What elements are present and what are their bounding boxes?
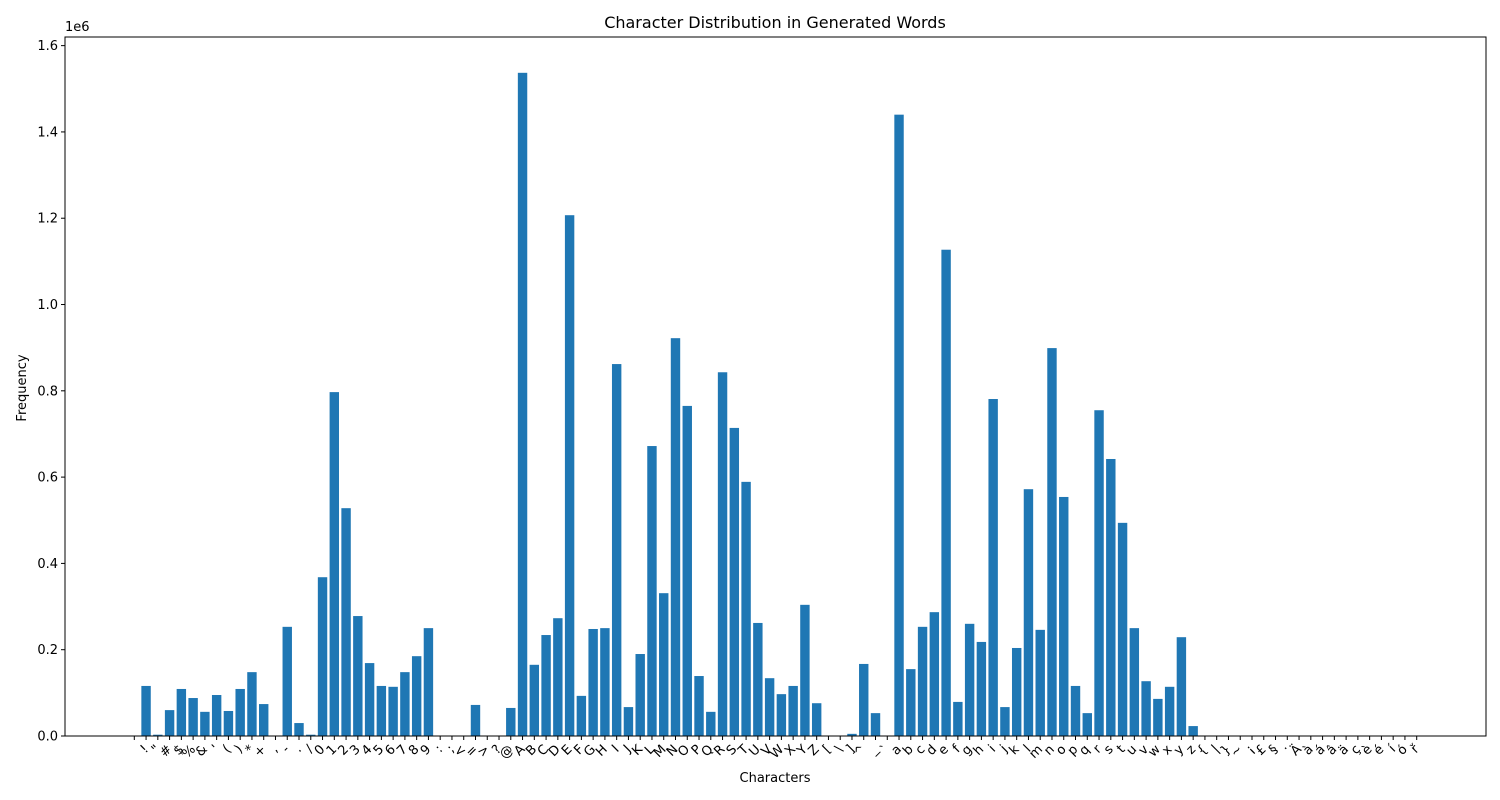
bar xyxy=(600,628,610,736)
bar xyxy=(1153,698,1163,736)
bar xyxy=(906,669,916,736)
bar xyxy=(388,686,398,736)
bar xyxy=(423,628,434,736)
bar xyxy=(400,672,410,736)
bar xyxy=(506,707,516,736)
bar xyxy=(364,663,375,736)
bar xyxy=(764,678,775,736)
bar xyxy=(529,664,540,736)
bar xyxy=(811,703,822,736)
bar xyxy=(788,685,798,736)
bar xyxy=(317,577,328,736)
bar xyxy=(611,364,622,736)
bar xyxy=(153,734,163,736)
bar xyxy=(306,734,316,736)
y-tick-label: 1.2 xyxy=(37,212,58,227)
bar xyxy=(541,635,551,736)
bar xyxy=(1035,629,1045,736)
bar xyxy=(564,215,575,737)
chart-title: Character Distribution in Generated Word… xyxy=(604,13,946,32)
bar xyxy=(1188,726,1198,736)
bar xyxy=(1059,496,1069,736)
bar xyxy=(670,338,681,736)
bar xyxy=(776,694,787,736)
bar xyxy=(800,604,810,736)
bar xyxy=(294,723,304,736)
bar xyxy=(859,663,869,736)
bar xyxy=(247,672,257,736)
bar xyxy=(953,701,963,736)
bar xyxy=(1082,713,1092,736)
y-tick-label: 1.4 xyxy=(37,125,58,140)
plot-frame xyxy=(64,36,1487,737)
bar xyxy=(1070,685,1081,736)
y-tick-label: 0.0 xyxy=(37,730,58,745)
bar xyxy=(1117,522,1128,736)
bar xyxy=(741,481,751,736)
bar xyxy=(1129,628,1140,736)
bar xyxy=(659,593,669,736)
bar xyxy=(1047,348,1057,736)
bar xyxy=(706,711,716,736)
bar xyxy=(729,427,740,736)
bar xyxy=(1176,637,1187,736)
bar xyxy=(1094,410,1104,736)
bar xyxy=(1141,681,1151,736)
y-offset-label: 1e6 xyxy=(65,20,90,35)
bar xyxy=(141,685,151,736)
bar xyxy=(941,249,951,736)
bar xyxy=(259,704,269,736)
bar xyxy=(682,405,692,736)
bar xyxy=(517,72,528,736)
bar xyxy=(235,688,245,736)
bar xyxy=(1023,489,1034,736)
bar xyxy=(647,446,657,736)
bar xyxy=(223,710,234,736)
x-tick-label: ř xyxy=(1408,742,1423,757)
bar xyxy=(553,618,563,736)
bar xyxy=(929,612,940,736)
bar xyxy=(1000,707,1010,736)
bar xyxy=(341,508,351,736)
bar xyxy=(870,713,881,736)
bar xyxy=(894,114,904,736)
y-tick-label: 1.0 xyxy=(37,298,58,313)
bar xyxy=(635,654,645,736)
bar xyxy=(988,399,998,736)
y-tick-label: 0.6 xyxy=(37,471,58,486)
bar xyxy=(200,711,210,736)
bar xyxy=(176,688,187,736)
bar xyxy=(1106,458,1116,736)
bar xyxy=(753,622,763,736)
bar xyxy=(411,656,422,736)
bar xyxy=(211,695,222,736)
bar xyxy=(470,704,481,736)
y-axis-label: Frequency xyxy=(15,354,30,421)
bar xyxy=(976,641,987,736)
bar xyxy=(329,392,340,736)
y-tick-label: 1.6 xyxy=(37,39,58,54)
bar xyxy=(588,628,598,736)
bar xyxy=(164,710,175,736)
y-tick-label: 0.2 xyxy=(37,643,58,658)
bar xyxy=(353,616,363,736)
x-tick-label: & xyxy=(193,742,211,760)
bar xyxy=(847,733,857,736)
bar xyxy=(576,695,587,736)
bar xyxy=(282,626,292,736)
bar xyxy=(1011,647,1022,736)
x-axis-label: Characters xyxy=(740,771,811,786)
y-tick-label: 0.4 xyxy=(37,557,58,572)
bar xyxy=(964,623,975,736)
bar xyxy=(1164,686,1175,736)
bar xyxy=(717,372,728,736)
bar xyxy=(623,707,634,736)
bar xyxy=(188,698,198,736)
bar xyxy=(694,676,704,736)
bar xyxy=(917,626,928,736)
y-tick-label: 0.8 xyxy=(37,384,58,399)
bar xyxy=(376,685,387,736)
